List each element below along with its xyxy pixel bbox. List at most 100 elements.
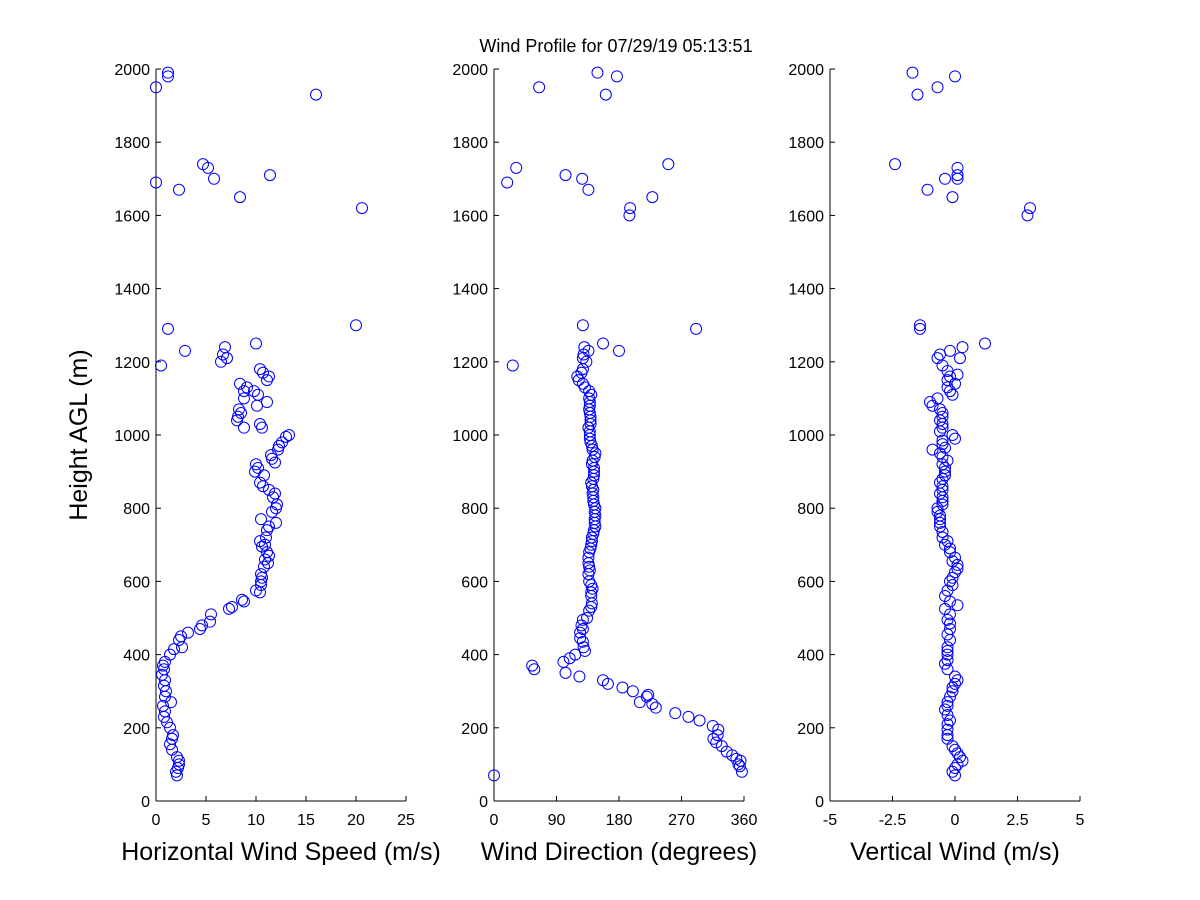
y-tick-label: 400 xyxy=(461,648,488,665)
x-tick-label: 360 xyxy=(731,812,758,829)
x-tick-label: -5 xyxy=(823,812,837,829)
data-point xyxy=(232,410,244,423)
data-point xyxy=(582,551,595,564)
data-point xyxy=(613,344,625,357)
data-point xyxy=(269,456,281,469)
data-point xyxy=(264,169,276,182)
y-tick-label: 1000 xyxy=(452,428,488,445)
data-point xyxy=(588,450,601,463)
data-point xyxy=(951,161,964,174)
data-point xyxy=(934,516,946,529)
data-point xyxy=(941,723,954,736)
data-point xyxy=(576,363,589,376)
data-point xyxy=(217,348,229,361)
x-axis-label: Wind Direction (degrees) xyxy=(481,838,758,866)
data-point xyxy=(941,648,954,661)
data-point xyxy=(946,571,959,584)
y-tick-label: 1000 xyxy=(114,428,150,445)
data-point xyxy=(310,88,322,101)
data-point xyxy=(263,483,275,496)
data-point xyxy=(574,626,587,639)
data-point xyxy=(934,513,946,526)
x-tick-label: 0 xyxy=(951,812,960,829)
data-point xyxy=(249,465,261,478)
data-point xyxy=(1021,209,1034,222)
x-tick-label: 180 xyxy=(606,812,633,829)
data-point xyxy=(255,513,267,526)
data-point xyxy=(150,81,162,94)
data-point xyxy=(610,70,623,83)
data-point xyxy=(946,765,959,778)
data-point xyxy=(949,743,961,756)
data-point xyxy=(273,439,285,452)
data-point xyxy=(941,381,954,394)
data-point xyxy=(236,593,248,606)
data-point xyxy=(939,590,951,603)
data-point xyxy=(926,443,939,456)
data-point xyxy=(256,571,268,584)
data-point xyxy=(646,191,659,204)
data-point xyxy=(164,721,176,734)
x-tick-label: 270 xyxy=(668,812,695,829)
y-tick-label: 800 xyxy=(797,501,824,518)
y-tick-label: 1400 xyxy=(452,282,488,299)
data-point xyxy=(261,396,273,409)
data-point xyxy=(557,655,570,668)
data-point xyxy=(251,399,263,412)
data-point xyxy=(280,430,292,443)
x-tick-label: 5 xyxy=(1076,812,1085,829)
data-point xyxy=(690,322,703,335)
data-point xyxy=(254,363,266,376)
data-point xyxy=(934,476,946,489)
data-point xyxy=(506,359,519,372)
x-tick-label: 15 xyxy=(297,812,315,829)
data-point xyxy=(944,344,956,357)
data-point xyxy=(941,708,954,721)
data-point xyxy=(259,553,271,566)
data-point xyxy=(941,696,954,709)
data-point xyxy=(252,388,264,401)
data-point xyxy=(624,202,637,215)
data-point xyxy=(944,575,956,588)
data-point xyxy=(946,555,959,568)
data-point xyxy=(586,443,599,456)
data-point xyxy=(954,751,966,764)
data-point xyxy=(944,617,956,630)
data-point xyxy=(934,348,946,361)
data-point xyxy=(257,480,269,493)
data-point xyxy=(944,690,956,703)
data-point xyxy=(936,531,949,544)
data-point xyxy=(208,172,220,185)
data-point xyxy=(936,525,949,538)
y-tick-label: 400 xyxy=(797,648,824,665)
data-point xyxy=(176,641,188,654)
data-point xyxy=(626,685,639,698)
data-point xyxy=(583,564,596,577)
data-point xyxy=(582,344,595,357)
x-tick-label: -2.5 xyxy=(879,812,907,829)
data-point xyxy=(951,169,964,182)
data-point xyxy=(934,403,946,416)
x-tick-label: 2.5 xyxy=(1006,812,1028,829)
y-tick-label: 600 xyxy=(797,574,824,591)
data-point xyxy=(155,359,167,372)
data-point xyxy=(573,670,586,683)
data-point xyxy=(941,613,954,626)
y-tick-label: 1800 xyxy=(788,135,824,152)
data-point xyxy=(350,319,362,332)
data-point xyxy=(914,322,926,335)
data-point xyxy=(197,158,209,171)
data-point xyxy=(576,172,589,185)
y-tick-label: 1400 xyxy=(114,282,150,299)
data-point xyxy=(946,740,959,753)
data-point xyxy=(269,487,281,500)
data-point xyxy=(233,403,245,416)
data-point xyxy=(585,458,598,471)
data-point xyxy=(175,630,187,643)
data-point xyxy=(941,628,954,641)
data-point xyxy=(951,674,964,687)
data-point xyxy=(238,385,250,398)
data-point xyxy=(951,599,964,612)
data-point xyxy=(162,322,174,335)
